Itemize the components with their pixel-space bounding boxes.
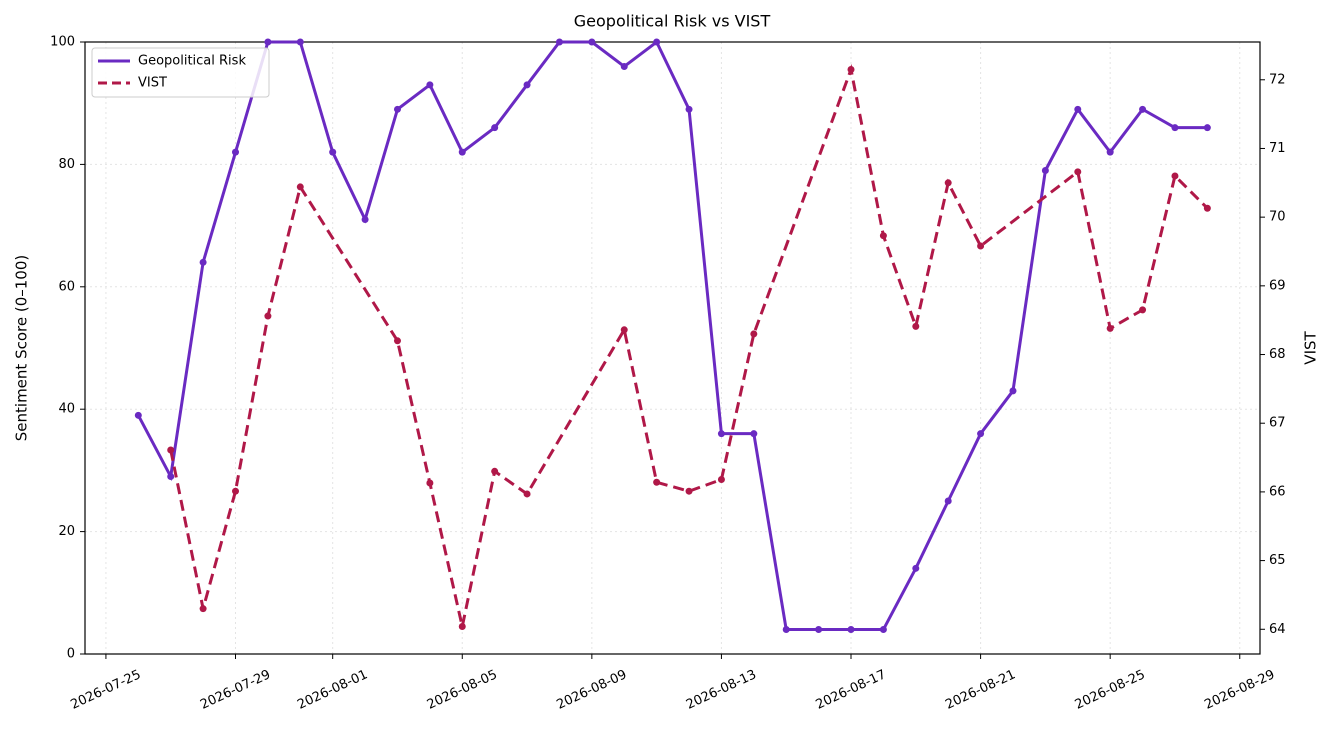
data-point (717, 476, 725, 484)
data-point (296, 183, 304, 191)
data-point (491, 124, 499, 132)
data-point (977, 242, 985, 250)
data-point (458, 148, 466, 156)
y2-tick-label: 72 (1269, 72, 1286, 87)
data-point (847, 626, 855, 634)
data-point (426, 81, 434, 89)
data-point (1041, 167, 1049, 175)
legend-box (91, 47, 270, 98)
y2-tick-label: 64 (1269, 622, 1286, 637)
data-point (620, 62, 628, 70)
data-point (977, 430, 985, 438)
y2-tick-label: 68 (1269, 347, 1286, 362)
x-tick-label: 2026-07-29 (198, 667, 273, 713)
data-point (329, 148, 337, 156)
data-point (458, 623, 466, 631)
y2-tick-label: 66 (1269, 484, 1286, 499)
data-point (879, 232, 887, 240)
x-tick-label: 2026-08-25 (1073, 667, 1148, 713)
data-point (523, 490, 531, 498)
data-point (361, 215, 369, 223)
data-point (555, 38, 563, 46)
legend-label: VIST (138, 76, 167, 91)
x-tick-label: 2026-08-21 (943, 667, 1018, 713)
chart-title: Geopolitical Risk vs VIST (574, 12, 771, 31)
x-tick-label: 2026-08-29 (1202, 667, 1277, 713)
data-point (847, 65, 855, 73)
legend-label: Geopolitical Risk (138, 54, 246, 69)
data-point (393, 337, 401, 345)
data-point (815, 626, 823, 634)
data-point (1106, 148, 1114, 156)
y-tick-label: 40 (58, 402, 75, 417)
x-tick-label: 2026-07-25 (69, 667, 144, 713)
data-point (912, 564, 920, 572)
data-point (264, 312, 272, 320)
y2-tick-label: 71 (1269, 141, 1286, 156)
data-point (523, 81, 531, 89)
y-axis-label: Sentiment Score (0–100) (13, 255, 31, 441)
data-point (393, 105, 401, 113)
y2-tick-label: 70 (1269, 210, 1286, 225)
data-point (944, 497, 952, 505)
plot-frame (84, 41, 1261, 655)
y2-tick-label: 67 (1269, 416, 1286, 431)
data-point (232, 487, 240, 495)
data-point (167, 446, 175, 454)
data-point (1106, 324, 1114, 332)
x-tick-label: 2026-08-09 (554, 667, 629, 713)
data-point (1074, 105, 1082, 113)
data-point (264, 38, 272, 46)
data-point (653, 38, 661, 46)
y-tick-label: 60 (58, 279, 75, 294)
y-tick-label: 80 (58, 157, 75, 172)
data-point (199, 258, 207, 266)
data-point (750, 330, 758, 338)
y2-tick-label: 69 (1269, 278, 1286, 293)
data-point (685, 487, 693, 495)
data-point (1171, 172, 1179, 180)
data-point (426, 479, 434, 487)
data-point (588, 38, 596, 46)
x-tick-label: 2026-08-17 (814, 667, 889, 713)
data-point (1139, 306, 1147, 314)
data-point (1203, 124, 1211, 132)
data-point (944, 179, 952, 187)
data-point (879, 626, 887, 634)
data-point (296, 38, 304, 46)
data-point (1171, 124, 1179, 132)
data-point (620, 326, 628, 334)
y2-tick-label: 65 (1269, 553, 1286, 568)
y-tick-label: 0 (67, 647, 75, 662)
data-point (685, 105, 693, 113)
data-point (167, 473, 175, 481)
data-point (1009, 387, 1017, 395)
data-point (1139, 105, 1147, 113)
y2-axis-label: VIST (1302, 330, 1320, 364)
x-tick-label: 2026-08-01 (295, 667, 370, 713)
x-tick-label: 2026-08-05 (425, 667, 500, 713)
data-point (1074, 168, 1082, 176)
data-point (199, 605, 207, 613)
x-tick-label: 2026-08-13 (684, 667, 759, 713)
data-point (134, 411, 142, 419)
data-point (750, 430, 758, 438)
data-point (491, 467, 499, 475)
data-point (232, 148, 240, 156)
data-point (717, 430, 725, 438)
series-line (136, 39, 1208, 632)
y-tick-label: 20 (58, 524, 75, 539)
data-point (782, 626, 790, 634)
data-point (1203, 204, 1211, 212)
data-point (653, 478, 661, 486)
y-tick-label: 100 (50, 35, 75, 50)
series-line (169, 63, 1209, 627)
data-point (912, 322, 920, 330)
